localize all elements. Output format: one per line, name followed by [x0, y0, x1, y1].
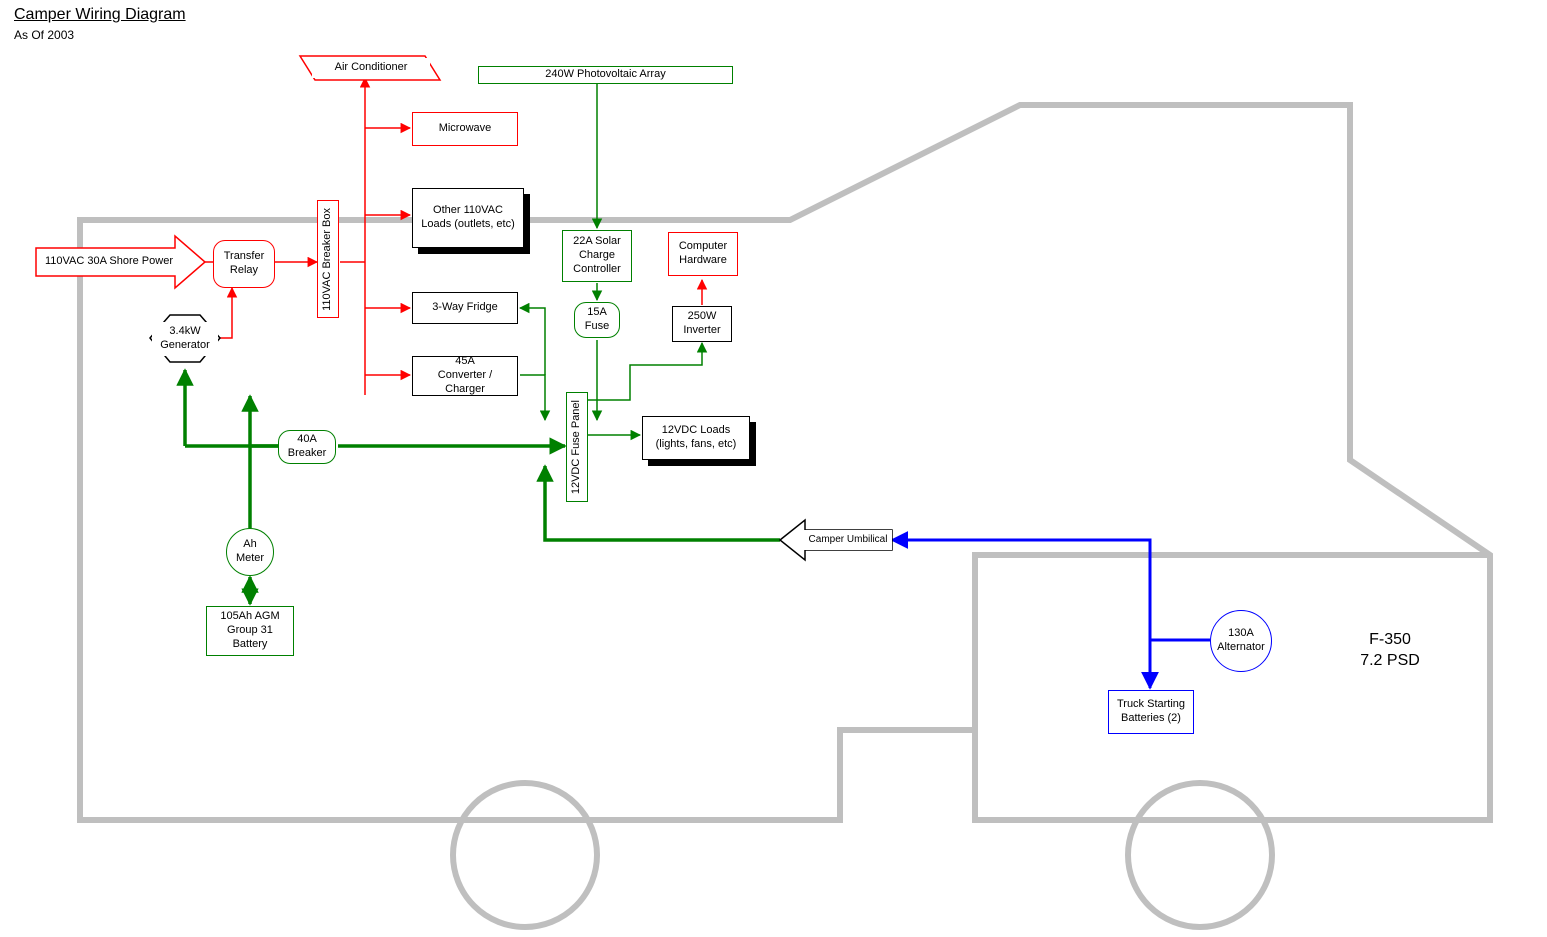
node-air-conditioner: Air Conditioner: [312, 58, 430, 78]
wiring-edges: [0, 0, 1547, 937]
node-generator: 3.4kWGenerator: [152, 322, 218, 356]
node-alternator: 130AAlternator: [1210, 610, 1272, 672]
node-shore-power: 110VAC 30A Shore Power: [40, 252, 178, 272]
vehicle-outline: [0, 0, 1547, 937]
node-fuse-panel: 12VDC Fuse Panel: [566, 392, 588, 502]
diagram-canvas: Camper Wiring Diagram As Of 2003: [0, 0, 1547, 937]
node-15a-fuse: 15AFuse: [574, 302, 620, 338]
truck-model: F-350: [1369, 631, 1411, 648]
node-inverter: 250WInverter: [672, 306, 732, 342]
node-breaker-box: 110VAC Breaker Box: [317, 200, 339, 318]
node-umbilical: Camper Umbilical: [804, 530, 892, 550]
node-transfer-relay: TransferRelay: [213, 240, 275, 288]
node-pv-array: 240W Photovoltaic Array: [478, 66, 733, 84]
node-computer-hardware: ComputerHardware: [668, 232, 738, 276]
breaker-box-label: 110VAC Breaker Box: [321, 208, 335, 311]
node-dc-loads: 12VDC Loads(lights, fans, etc): [642, 416, 750, 460]
node-truck-batteries: Truck StartingBatteries (2): [1108, 690, 1194, 734]
node-battery: 105Ah AGMGroup 31Battery: [206, 606, 294, 656]
page-subtitle: As Of 2003: [14, 28, 74, 42]
node-ah-meter: AhMeter: [226, 528, 274, 576]
node-microwave: Microwave: [412, 112, 518, 146]
node-converter: 45AConverter / Charger: [412, 356, 518, 396]
node-40a-breaker: 40ABreaker: [278, 430, 336, 464]
node-solar-controller: 22A SolarChargeController: [562, 230, 632, 282]
truck-engine: 7.2 PSD: [1360, 652, 1420, 669]
page-title: Camper Wiring Diagram: [14, 6, 186, 24]
node-fridge: 3-Way Fridge: [412, 292, 518, 324]
fuse-panel-label: 12VDC Fuse Panel: [570, 400, 584, 494]
truck-model-label: F-350 7.2 PSD: [1340, 630, 1440, 672]
node-other-ac-loads: Other 110VACLoads (outlets, etc): [412, 188, 524, 248]
